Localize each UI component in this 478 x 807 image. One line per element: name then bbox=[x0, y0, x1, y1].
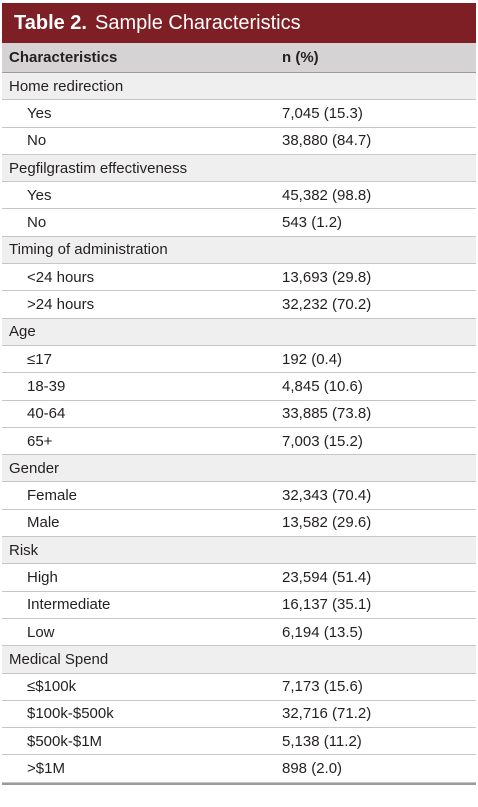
row-label: No bbox=[27, 214, 47, 232]
row-value: 32,716 (71.2) bbox=[282, 705, 372, 723]
table-row: ≤17 192 (0.4) bbox=[2, 345, 476, 374]
table-number: Table 2. bbox=[14, 11, 87, 34]
table-row: >24 hours 32,232 (70.2) bbox=[2, 291, 476, 319]
row-label: >$1M bbox=[27, 760, 65, 778]
table-body: Home redirection Yes 7,045 (15.3) No 38,880 … bbox=[2, 73, 476, 783]
row-label: ≤$100k bbox=[27, 678, 77, 696]
category-label: Medical Spend bbox=[9, 650, 109, 668]
category-label: Gender bbox=[9, 459, 60, 477]
category-row: Home redirection bbox=[2, 73, 476, 101]
table-row: 40-64 33,885 (73.8) bbox=[2, 400, 476, 428]
row-label: $500k-$1M bbox=[27, 732, 103, 750]
table-row: 65+ 7,003 (15.2) bbox=[2, 427, 476, 456]
row-value: 543 (1.2) bbox=[282, 214, 343, 232]
row-label: >24 hours bbox=[27, 296, 95, 314]
category-row: Risk bbox=[2, 537, 476, 565]
row-value: 7,173 (15.6) bbox=[282, 678, 363, 696]
row-value: 898 (2.0) bbox=[282, 760, 343, 778]
header-characteristics: Characteristics bbox=[9, 49, 118, 66]
table-row: >$1M 898 (2.0) bbox=[2, 755, 476, 783]
row-value: 45,382 (98.8) bbox=[282, 186, 372, 204]
row-label: No bbox=[27, 132, 47, 150]
table-row: No 38,880 (84.7) bbox=[2, 127, 476, 155]
category-row: Medical Spend bbox=[2, 646, 476, 674]
category-label: Risk bbox=[9, 541, 39, 559]
row-label: Male bbox=[27, 514, 60, 532]
table-header-row: Characteristics n (%) bbox=[2, 43, 476, 73]
row-value: 4,845 (10.6) bbox=[282, 377, 363, 395]
table-row: $500k-$1M 5,138 (11.2) bbox=[2, 728, 476, 756]
table-row: Male 13,582 (29.6) bbox=[2, 509, 476, 538]
table-row: Low 6,194 (13.5) bbox=[2, 618, 476, 647]
category-label: Home redirection bbox=[9, 77, 124, 95]
sample-characteristics-table: Table 2. Sample Characteristics Characte… bbox=[2, 3, 476, 785]
table-bottom-rule bbox=[2, 782, 476, 785]
category-label: Timing of administration bbox=[9, 241, 168, 259]
row-label: ≤17 bbox=[27, 350, 52, 368]
row-value: 23,594 (51.4) bbox=[282, 568, 372, 586]
category-label: Pegfilgrastim effectiveness bbox=[9, 159, 188, 177]
table-row: Intermediate 16,137 (35.1) bbox=[2, 591, 476, 619]
category-row: Timing of administration bbox=[2, 236, 476, 265]
row-label: Yes bbox=[27, 186, 52, 204]
row-label: Intermediate bbox=[27, 596, 111, 614]
table-row: Yes 7,045 (15.3) bbox=[2, 100, 476, 128]
row-value: 13,693 (29.8) bbox=[282, 268, 372, 286]
row-label: High bbox=[27, 568, 58, 586]
category-row: Age bbox=[2, 318, 476, 346]
table-row: $100k-$500k 32,716 (71.2) bbox=[2, 700, 476, 729]
row-value: 192 (0.4) bbox=[282, 350, 343, 368]
row-label: $100k-$500k bbox=[27, 705, 114, 723]
table-row: Female 32,343 (70.4) bbox=[2, 482, 476, 510]
row-value: 32,232 (70.2) bbox=[282, 296, 372, 314]
row-label: <24 hours bbox=[27, 268, 95, 286]
table-row: 18-39 4,845 (10.6) bbox=[2, 373, 476, 401]
table-row: Yes 45,382 (98.8) bbox=[2, 182, 476, 210]
row-label: 40-64 bbox=[27, 405, 66, 423]
row-value: 16,137 (35.1) bbox=[282, 596, 372, 614]
table-row: <24 hours 13,693 (29.8) bbox=[2, 264, 476, 292]
table-row: ≤$100k 7,173 (15.6) bbox=[2, 673, 476, 701]
row-label: 65+ bbox=[27, 432, 53, 450]
category-row: Pegfilgrastim effectiveness bbox=[2, 154, 476, 183]
table-row: No 543 (1.2) bbox=[2, 209, 476, 237]
row-label: 18-39 bbox=[27, 377, 66, 395]
row-value: 33,885 (73.8) bbox=[282, 405, 372, 423]
row-value: 38,880 (84.7) bbox=[282, 132, 372, 150]
category-label: Age bbox=[9, 323, 36, 341]
row-value: 5,138 (11.2) bbox=[282, 732, 362, 750]
table-title: Table 2. Sample Characteristics bbox=[2, 3, 476, 43]
row-value: 6,194 (13.5) bbox=[282, 623, 363, 641]
row-value: 32,343 (70.4) bbox=[282, 487, 372, 505]
table-row: High 23,594 (51.4) bbox=[2, 564, 476, 592]
header-n-percent: n (%) bbox=[282, 49, 319, 66]
table-title-text: Sample Characteristics bbox=[95, 11, 301, 34]
row-value: 7,045 (15.3) bbox=[282, 104, 363, 122]
category-row: Gender bbox=[2, 455, 476, 483]
row-label: Yes bbox=[27, 104, 52, 122]
row-value: 7,003 (15.2) bbox=[282, 432, 363, 450]
row-label: Female bbox=[27, 487, 78, 505]
row-value: 13,582 (29.6) bbox=[282, 514, 372, 532]
row-label: Low bbox=[27, 623, 55, 641]
